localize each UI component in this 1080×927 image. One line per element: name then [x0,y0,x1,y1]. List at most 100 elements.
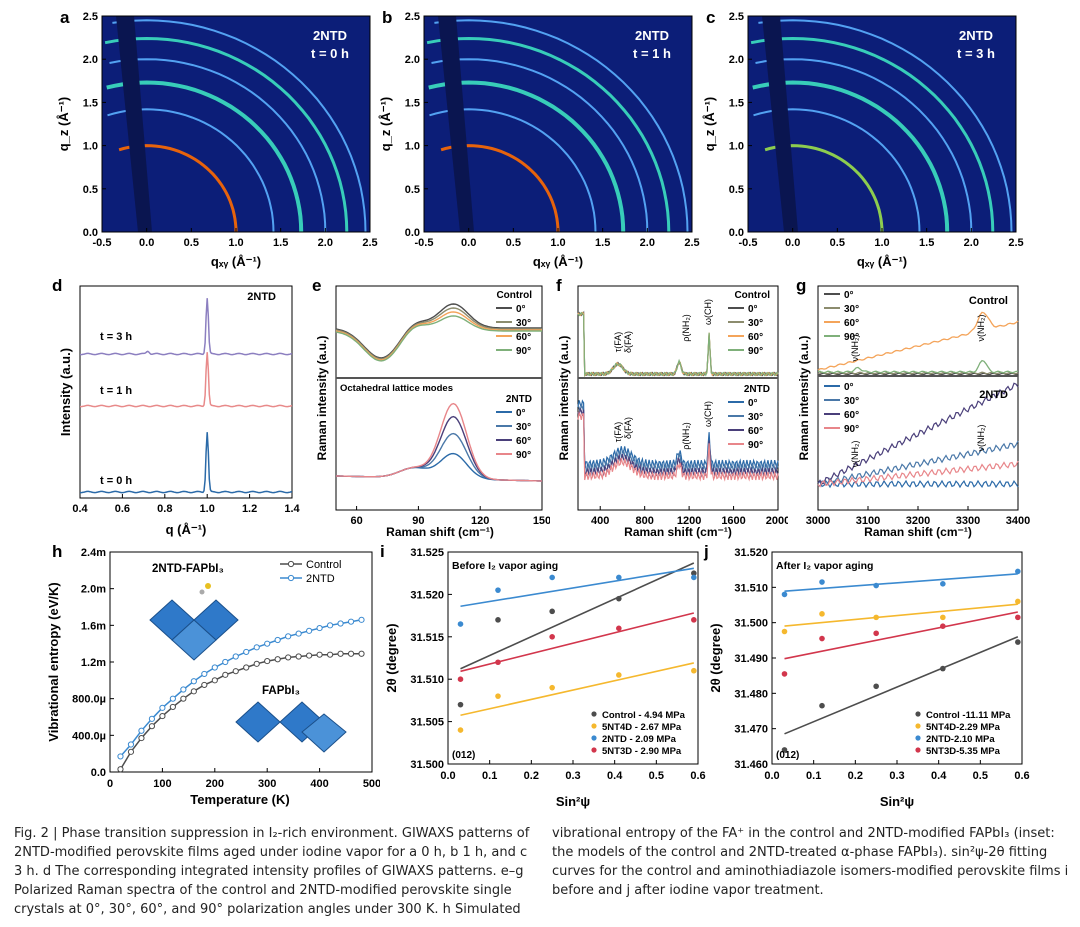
data-point [337,620,344,627]
diffraction-ring [753,108,921,233]
data-point [306,627,313,634]
raman-trace-control [817,311,1019,371]
data-point [127,741,135,748]
data-point [148,723,156,730]
y-tick-label: 2.5 [83,11,98,23]
data-point [691,667,697,674]
x-tick-label: 3100 [856,515,880,527]
x-tick-label: 500 [363,778,380,790]
x-tick-label: -0.5 [739,237,758,249]
data-point [347,618,355,625]
data-point [495,617,501,623]
legend-label: 5NT4D - 2.67 MPa [602,722,682,733]
legend-label: Control [306,559,341,571]
data-point [264,657,271,665]
figure-caption: Fig. 2 | Phase transition suppression in… [14,824,1074,924]
giwaxs-panel-b: 2NTD t = 1 h -0.5 0.0 0.5 1.0 1.5 2.0 2.50.00.… [378,11,700,269]
beamstop-shadow [762,16,798,232]
x-tick-label: 1.0 [228,237,243,249]
peak-nu-nh2-low: ν(NH₂) [850,441,860,468]
x-tick-label: 200 [206,778,224,790]
x-tick-label: 2.5 [684,237,699,249]
data-point [873,683,879,690]
legend-label: 90° [748,440,763,451]
data-point [781,747,788,753]
data-point [940,614,946,621]
panel-f-raman-mid: Control 0° 30° 60° 90° 2NTD 0° 30° 60° 90° τ(F… [557,285,788,539]
data-point [495,587,501,593]
diffraction-ring [109,58,327,233]
data-point [222,658,229,666]
x-tick-label: 0.6 [690,770,705,782]
legend-marker [591,735,597,741]
y-axis-label: q_z (Å⁻¹) [378,97,393,152]
x-tick-label: 1.2 [242,503,257,515]
y-axis-label: Vibrational entropy (eV/K) [46,582,61,741]
x-tick-label: 1200 [677,515,701,527]
diffraction-ring [106,80,304,233]
raman-trace-2ntd [817,440,1019,487]
x-tick-label: 0.5 [973,770,988,782]
time-tag: t = 0 h [311,46,349,61]
x-tick-label: 1.5 [273,237,288,249]
legend-marker [591,747,597,753]
y-tick-label: 0.0 [729,227,744,239]
y-tick-label: 2.0 [83,54,98,66]
x-tick-label: 3300 [956,515,980,527]
data-point [222,671,229,678]
x-axis-label: Sin²ψ [880,794,914,809]
y-tick-label: 31.470 [734,724,768,736]
y-tick-label: 1.0 [83,141,98,153]
panel-j-sin2psi-after: After I₂ vapor aging (012) Control -11.1… [708,547,1030,809]
data-point [616,595,622,602]
peak-delta-fa: δ(FA) [623,417,633,439]
diffraction-ring [755,58,973,233]
fit-line [784,603,1018,627]
legend-label: 0° [748,304,758,315]
data-point [159,704,166,711]
peak-rho-nh2: ρ(NH₂) [681,314,691,342]
legend-title-2ntd: 2NTD [506,394,532,405]
x-tick-label: 120 [471,515,489,527]
x-tick-label: 0.4 [931,770,947,782]
data-point [616,625,622,632]
legend-marker [915,711,921,717]
data-point [316,624,323,632]
x-tick-label: 800 [635,515,653,527]
y-tick-label: 1.5 [729,97,744,109]
data-point [616,574,622,581]
data-point [940,581,946,587]
data-point [691,570,697,576]
x-tick-label: 1.0 [874,237,889,249]
raman-trace-control [577,311,779,378]
data-point [457,621,464,627]
diffraction-ring [758,19,1013,233]
legend-label: 0° [748,398,758,409]
x-tick-label: 400 [310,778,328,790]
crystal-model-fapbi3 [235,701,347,753]
legend-title-control: Control [969,295,1008,307]
plane-tag: (012) [776,750,799,761]
x-tick-label: 0.5 [830,237,845,249]
x-tick-label: 2.0 [640,237,655,249]
diffraction-ring [426,36,671,233]
fit-line [460,662,695,717]
time-label-3h: t = 3 h [100,331,132,343]
panel-g-raman-high: Control 0° 30° 60° 90° 2NTD 0° 30° 60° 90° ν(N… [797,285,1030,539]
legend-title-control: Control [496,290,532,301]
y-tick-label: 31.525 [410,547,444,559]
raman-trace-2ntd [817,479,1019,489]
legend-label: 30° [844,396,859,407]
raman-trace-2ntd [577,407,779,478]
data-point [495,659,501,666]
data-point [1015,639,1021,645]
x-tick-label: 1.4 [284,503,300,515]
panel-label-c: c [706,8,716,27]
legend-title-2ntd: 2NTD [744,384,770,395]
sample-tag: 2NTD [247,291,276,303]
panel-h-vibrational-entropy: 2NTD-FAPbI₃ FAPbI₃ Control 2NTD 0 100 200 30… [46,547,380,807]
x-tick-label: 0.6 [1014,770,1029,782]
legend-marker [915,735,921,741]
caption-left: Fig. 2 | Phase transition suppression in… [14,826,530,917]
data-point [159,712,166,720]
